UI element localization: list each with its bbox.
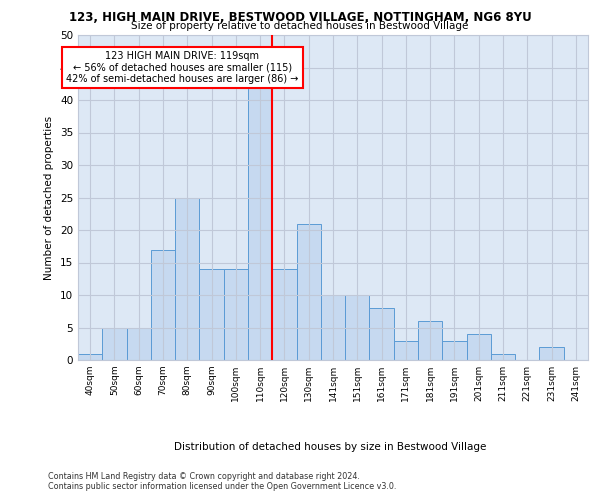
Bar (151, 250, 175, 360)
Bar (248, 87, 272, 360)
Bar (78, 354, 102, 360)
Bar (491, 354, 515, 360)
Bar (539, 347, 564, 360)
Text: Contains public sector information licensed under the Open Government Licence v3: Contains public sector information licen… (48, 482, 397, 491)
Bar (224, 269, 248, 360)
Bar (467, 334, 491, 360)
Text: Contains HM Land Registry data © Crown copyright and database right 2024.: Contains HM Land Registry data © Crown c… (48, 472, 360, 481)
Text: Distribution of detached houses by size in Bestwood Village: Distribution of detached houses by size … (174, 442, 486, 452)
Bar (272, 269, 296, 360)
Bar (199, 269, 224, 360)
Text: 123, HIGH MAIN DRIVE, BESTWOOD VILLAGE, NOTTINGHAM, NG6 8YU: 123, HIGH MAIN DRIVE, BESTWOOD VILLAGE, … (68, 11, 532, 24)
Y-axis label: Number of detached properties: Number of detached properties (44, 116, 55, 280)
Text: Size of property relative to detached houses in Bestwood Village: Size of property relative to detached ho… (131, 21, 469, 31)
Bar (127, 328, 151, 360)
Bar (442, 340, 467, 360)
Bar (296, 224, 321, 360)
Text: 123 HIGH MAIN DRIVE: 119sqm
← 56% of detached houses are smaller (115)
42% of se: 123 HIGH MAIN DRIVE: 119sqm ← 56% of det… (66, 52, 299, 84)
Bar (321, 295, 345, 360)
Bar (345, 295, 370, 360)
Bar (370, 308, 394, 360)
Bar (102, 328, 127, 360)
Bar (394, 340, 418, 360)
Bar (175, 198, 199, 360)
Bar (418, 321, 442, 360)
